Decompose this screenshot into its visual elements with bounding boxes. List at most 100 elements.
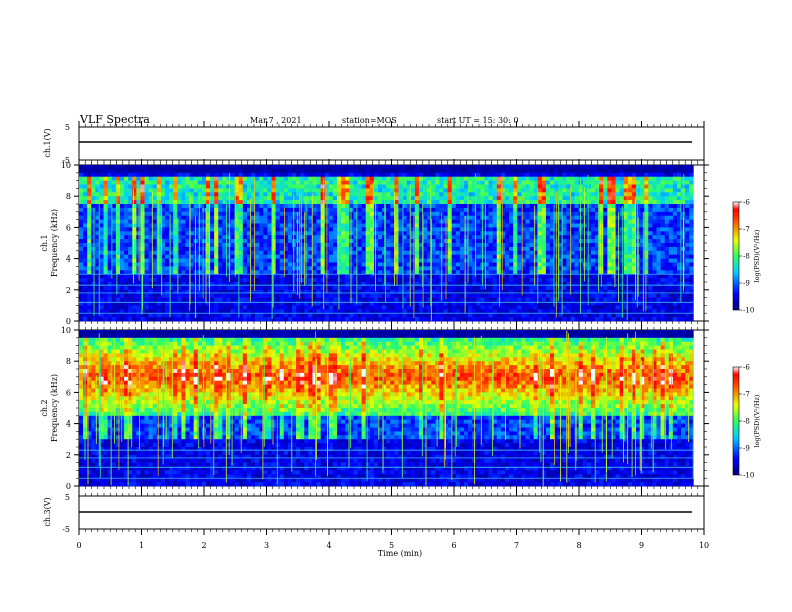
spectrogram-cell xyxy=(119,215,125,220)
spectrogram-cell xyxy=(455,278,461,283)
spectrogram-cell xyxy=(169,289,174,294)
spectrogram-cell xyxy=(222,235,227,240)
spectrogram-cell xyxy=(521,297,526,302)
spectrogram-cell xyxy=(529,262,534,267)
spectrogram-cell xyxy=(365,239,371,244)
spectrogram-cell xyxy=(402,309,407,314)
spectrogram-cell xyxy=(509,200,514,205)
spectrogram-cell xyxy=(255,239,260,244)
spectrogram-cell xyxy=(525,258,530,263)
spectrogram-cell xyxy=(353,168,358,174)
spectrogram-cell xyxy=(492,211,498,216)
spectrogram-cell xyxy=(410,278,416,283)
spectrogram-cell xyxy=(119,246,125,252)
spectrogram-cell xyxy=(394,317,399,322)
spectrogram-cell xyxy=(529,239,534,244)
spectrogram-cell xyxy=(87,192,92,197)
spectrogram-cell xyxy=(308,289,313,294)
spectrogram-cell xyxy=(521,219,526,224)
spectrogram-cell xyxy=(480,309,485,314)
spectrogram-cell xyxy=(246,305,252,310)
spectrogram-cell xyxy=(144,215,149,220)
spectrogram-cell xyxy=(472,168,477,174)
spectrogram-cell xyxy=(210,309,215,314)
spectrogram-cell xyxy=(197,317,203,322)
spectrogram-cell xyxy=(509,297,514,302)
spectrogram-cell xyxy=(468,204,473,209)
spectrogram-cell xyxy=(271,192,276,197)
spectrogram-cell xyxy=(341,278,346,283)
spectrogram-cell xyxy=(234,274,240,279)
spectrogram-cell xyxy=(504,309,510,314)
spectrogram-cell xyxy=(87,246,92,252)
spectrogram-cell xyxy=(541,168,547,174)
spectrogram-cell xyxy=(369,211,375,216)
spectrogram-cell xyxy=(111,282,117,287)
spectrogram-cell xyxy=(279,200,285,205)
spectrogram-cell xyxy=(464,250,469,255)
spectrogram-cell xyxy=(197,278,203,283)
spectrogram-cell xyxy=(451,262,457,267)
spectrogram-cell xyxy=(504,243,510,248)
spectrogram-cell xyxy=(181,172,186,177)
spectrogram-cell xyxy=(177,192,182,197)
spectrogram-cell xyxy=(541,262,547,267)
spectrogram-cell xyxy=(504,200,510,205)
spectrogram-cell xyxy=(177,180,182,185)
spectrogram-cell xyxy=(136,227,141,232)
spectrogram-cell xyxy=(521,184,526,189)
spectrogram-cell xyxy=(83,168,88,174)
spectrogram-cell xyxy=(382,293,387,298)
spectrogram-cell xyxy=(197,274,203,279)
spectrogram-cell xyxy=(226,172,231,177)
spectrogram-cell xyxy=(246,196,252,201)
spectrogram-cell xyxy=(156,285,162,291)
spectrogram-cell xyxy=(287,262,293,267)
spectrogram-cell xyxy=(271,266,276,271)
spectrogram-cell xyxy=(386,211,391,216)
spectrogram-cell xyxy=(316,165,321,170)
spectrogram-cell xyxy=(558,258,563,263)
spectrogram-cell xyxy=(418,211,424,216)
spectrogram-cell xyxy=(316,184,321,189)
spectrogram-cell xyxy=(418,172,424,177)
spectrogram-cell xyxy=(271,243,276,248)
spectrogram-cell xyxy=(165,196,170,201)
spectrogram-cell xyxy=(455,254,461,259)
spectrogram-cell xyxy=(156,266,162,271)
spectrogram-cell xyxy=(373,250,379,255)
spectrogram-cell xyxy=(357,301,362,306)
spectrogram-cell xyxy=(378,309,383,314)
spectrogram-cell xyxy=(427,192,432,197)
spectrogram-cell xyxy=(533,227,539,232)
spectrogram-cell xyxy=(431,200,436,205)
spectrogram-cell xyxy=(373,270,379,275)
spectrogram-cell xyxy=(541,285,547,291)
spectrogram-cell xyxy=(226,239,231,244)
spectrogram-cell xyxy=(173,274,178,279)
spectrogram-cell xyxy=(435,168,440,174)
spectrogram-cell xyxy=(361,254,367,259)
spectrogram-cell xyxy=(148,176,154,181)
spectrogram-cell xyxy=(205,204,211,209)
spectrogram-cell xyxy=(234,223,240,228)
spectrogram-cell xyxy=(558,227,563,232)
spectrogram-cell xyxy=(378,168,383,174)
spectrogram-cell xyxy=(423,188,428,193)
spectrogram-cell xyxy=(525,274,530,279)
spectrogram-cell xyxy=(156,204,162,209)
spectrogram-cell xyxy=(423,231,428,236)
spectrogram-cell xyxy=(119,207,125,213)
spectrogram-cell xyxy=(529,301,534,306)
spectrogram-cell xyxy=(423,184,428,189)
spectrogram-cell xyxy=(83,196,88,201)
spectrogram-cell xyxy=(435,192,440,197)
spectrogram-cell xyxy=(197,165,203,170)
spectrogram-cell xyxy=(378,297,383,302)
spectrogram-cell xyxy=(509,266,514,271)
spectrogram-cell xyxy=(181,165,186,170)
spectrogram-cell xyxy=(259,188,264,193)
spectrogram-cell xyxy=(537,274,543,279)
spectrogram-cell xyxy=(447,168,453,174)
spectrogram-cell xyxy=(234,301,240,306)
